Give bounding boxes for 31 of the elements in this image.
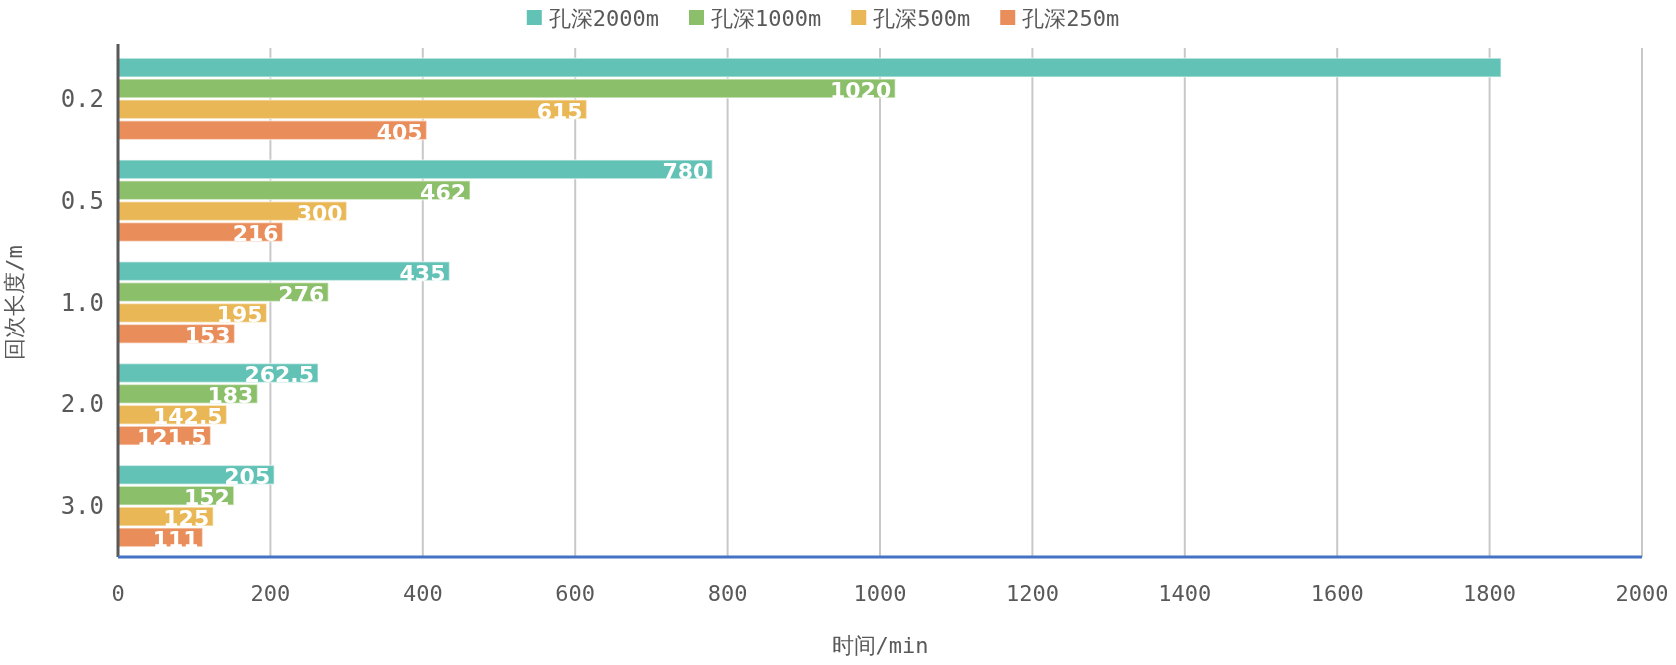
y-tick-label: 0.2 [60,84,104,113]
y-tick-label: 2.0 [60,390,104,419]
legend-label: 孔深250m [1022,6,1120,31]
y-tick-label: 0.5 [60,186,104,215]
data-label: 780 [662,158,709,184]
legend-label: 孔深500m [873,6,971,31]
y-tick-label: 3.0 [60,492,104,521]
data-label: 300 [296,200,343,226]
data-label: 435 [399,260,446,286]
x-tick-label: 400 [402,581,443,606]
x-axis-title: 时间/min [831,633,929,658]
data-label: 216 [232,221,279,247]
data-label: 1020 [830,77,892,103]
x-tick-label: 200 [250,581,291,606]
data-label: 615 [536,98,583,124]
x-tick-label: 1200 [1005,581,1059,606]
data-label: 462 [420,179,467,205]
data-label: 405 [376,119,423,145]
x-tick-label: 1800 [1463,581,1517,606]
legend-label: 孔深1000m [711,6,822,31]
x-tick-label: 800 [707,581,748,606]
legend-label: 孔深2000m [548,6,660,31]
x-tick-label: 1400 [1158,581,1212,606]
x-tick-label: 0 [111,581,125,606]
data-label: 276 [278,281,325,307]
y-tick-label: 1.0 [60,288,104,317]
y-axis-title: 回次长度/m [2,245,27,360]
x-tick-label: 1600 [1310,581,1364,606]
x-tick-label: 600 [555,581,596,606]
x-tick-label: 2000 [1615,581,1669,606]
x-tick-label: 1000 [853,581,907,606]
